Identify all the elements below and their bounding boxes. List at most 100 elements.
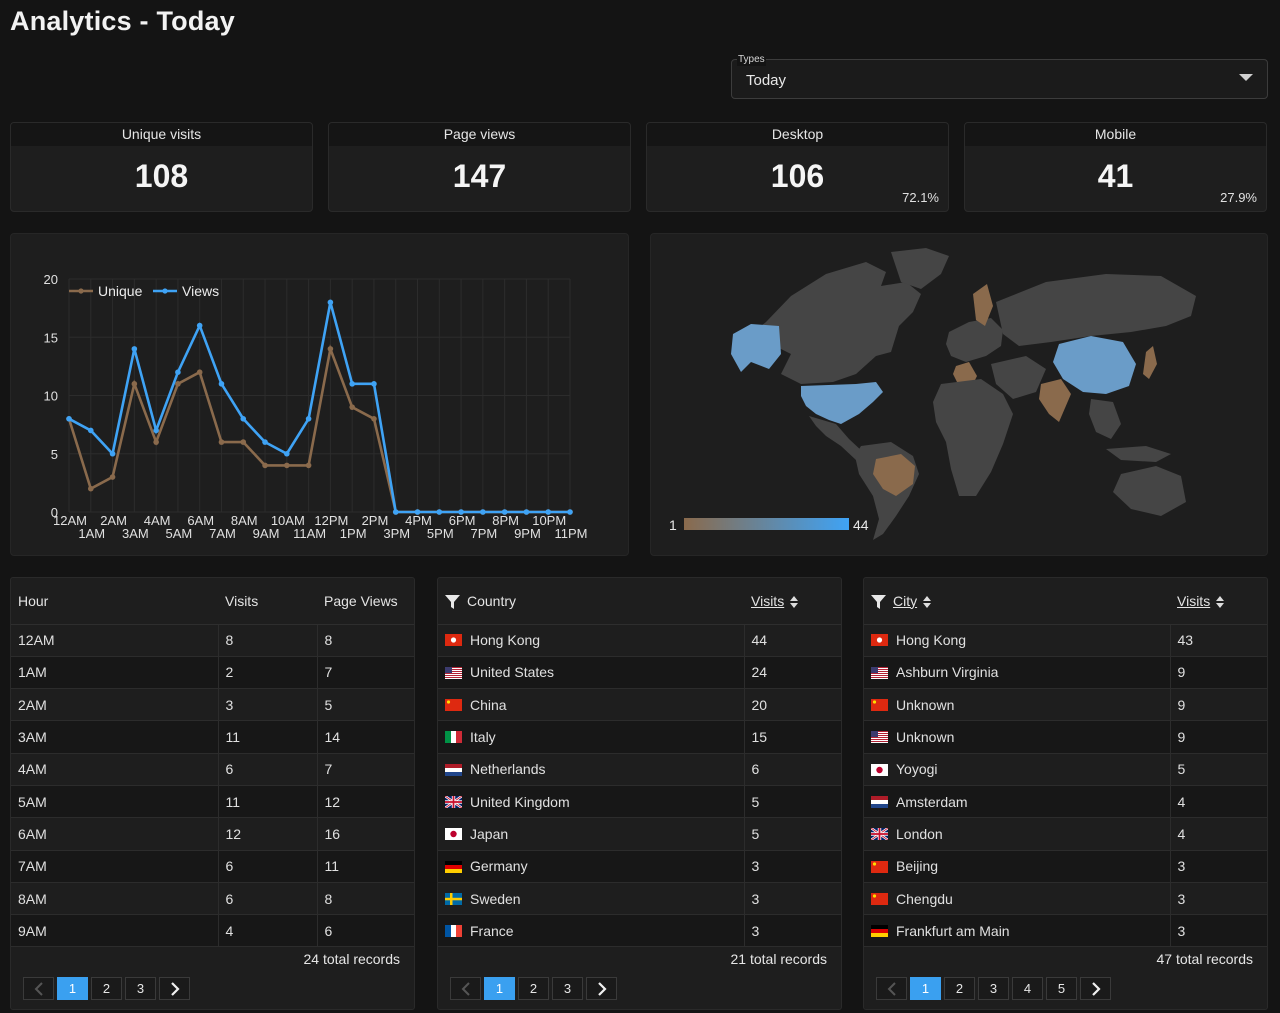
visits-cell: 4 xyxy=(1170,785,1267,819)
hourly-line-chart: 0510152012AM1AM2AM3AM4AM5AM6AM7AM8AM9AM1… xyxy=(44,272,588,541)
data-point-views xyxy=(501,509,508,515)
map-legend-gradient xyxy=(684,518,849,530)
x-tick-label: 6PM xyxy=(449,513,476,528)
page-button-4[interactable]: 4 xyxy=(1012,977,1043,1000)
data-point-unique xyxy=(327,346,334,352)
visits-cell: 3 xyxy=(1170,914,1267,948)
visits-cell: 4 xyxy=(1170,817,1267,851)
stat-card-unique-visits: Unique visits 108 xyxy=(10,122,313,212)
hour-cell: 5AM xyxy=(11,785,219,819)
name-cell: Italy xyxy=(438,720,745,754)
types-select[interactable]: Types Today xyxy=(731,54,1268,99)
data-point-views xyxy=(196,322,203,329)
column-header-hour[interactable]: Hour xyxy=(11,578,218,625)
map-region-japan xyxy=(1143,346,1157,379)
column-header-page-views[interactable]: Page Views xyxy=(317,578,414,625)
stat-value: 147 xyxy=(452,158,507,194)
page-button-1[interactable]: 1 xyxy=(910,977,941,1000)
data-point-views xyxy=(284,450,290,457)
name-label: Sweden xyxy=(470,890,521,907)
legend-marker-views xyxy=(162,288,168,294)
city-sort-link[interactable]: City xyxy=(893,592,918,609)
sort-icon[interactable] xyxy=(923,595,932,608)
x-tick-label: 8AM xyxy=(231,513,258,528)
name-label: Germany xyxy=(470,858,528,875)
next-page-chevron-right-icon[interactable] xyxy=(586,977,617,1000)
hour-cell: 1AM xyxy=(11,656,219,690)
page-views-cell: 12 xyxy=(317,785,414,819)
prev-page-chevron-left-icon[interactable] xyxy=(876,977,907,1000)
data-point-views xyxy=(567,509,573,515)
name-cell: Japan xyxy=(438,817,745,851)
table-row: 12AM 8 8 xyxy=(11,624,414,657)
hour-cell: 3AM xyxy=(11,720,219,754)
it-flag-icon xyxy=(445,731,462,744)
data-point-views xyxy=(240,416,247,422)
series-line-unique xyxy=(67,344,570,514)
visits-cell: 5 xyxy=(744,817,841,851)
table-row: Hong Kong 43 xyxy=(864,624,1267,657)
hour-cell: 2AM xyxy=(11,688,219,722)
column-header-country[interactable]: Country xyxy=(438,578,744,625)
stat-card-page-views: Page views 147 xyxy=(328,122,631,212)
name-cell: Beijing xyxy=(864,850,1171,883)
page-button-2[interactable]: 2 xyxy=(91,977,122,1000)
sort-icon[interactable] xyxy=(790,596,799,609)
data-point-unique xyxy=(175,381,181,387)
page-button-3[interactable]: 3 xyxy=(978,977,1009,1000)
page-views-cell: 8 xyxy=(317,882,414,916)
name-cell: Unknown xyxy=(864,688,1171,722)
x-tick-label: 8PM xyxy=(492,513,519,528)
fr-flag-icon xyxy=(445,925,462,938)
column-header-city[interactable]: City xyxy=(864,578,1170,625)
table-row: 4AM 6 7 xyxy=(11,753,414,786)
next-page-chevron-right-icon[interactable] xyxy=(1080,977,1111,1000)
table-row: 5AM 11 12 xyxy=(11,785,414,819)
name-cell: Hong Kong xyxy=(438,624,745,657)
name-cell: Chengdu xyxy=(864,882,1171,916)
page-button-1[interactable]: 1 xyxy=(484,977,515,1000)
filter-icon[interactable] xyxy=(445,594,460,609)
prev-page-chevron-left-icon[interactable] xyxy=(23,977,54,1000)
table-row: United Kingdom 5 xyxy=(438,785,841,819)
caret-down-icon[interactable] xyxy=(1239,74,1253,81)
column-header-visits[interactable]: Visits xyxy=(1170,578,1267,625)
stat-percent: 72.1% xyxy=(902,190,939,205)
data-point-views xyxy=(371,381,377,387)
data-point-unique xyxy=(284,462,290,469)
visits-cell: 5 xyxy=(1170,753,1267,786)
visits-cell: 44 xyxy=(744,624,841,657)
x-tick-label: 5AM xyxy=(166,526,193,541)
x-tick-label: 3PM xyxy=(383,526,410,541)
page-button-1[interactable]: 1 xyxy=(57,977,88,1000)
next-page-chevron-right-icon[interactable] xyxy=(159,977,190,1000)
x-tick-label: 2PM xyxy=(362,513,389,528)
column-header-visits[interactable]: Visits xyxy=(218,578,317,625)
visits-sort-link[interactable]: Visits xyxy=(1177,592,1211,609)
visits-cell: 15 xyxy=(744,720,841,754)
column-header-visits[interactable]: Visits xyxy=(744,578,841,625)
table-row: Japan 5 xyxy=(438,817,841,851)
page-button-3[interactable]: 3 xyxy=(125,977,156,1000)
prev-page-chevron-left-icon[interactable] xyxy=(450,977,481,1000)
page-button-3[interactable]: 3 xyxy=(552,977,583,1000)
visits-cell: 20 xyxy=(744,688,841,722)
country-header-label: Country xyxy=(467,592,517,609)
name-cell: France xyxy=(438,914,745,948)
sort-icon[interactable] xyxy=(1216,596,1225,609)
page-button-5[interactable]: 5 xyxy=(1046,977,1077,1000)
filter-icon[interactable] xyxy=(871,594,886,609)
table-row: Beijing 3 xyxy=(864,850,1267,883)
page-button-2[interactable]: 2 xyxy=(944,977,975,1000)
name-cell: London xyxy=(864,817,1171,851)
records-count: 47 total records xyxy=(1156,951,1254,968)
x-tick-label: 3AM xyxy=(122,526,149,541)
data-point-unique xyxy=(240,439,247,445)
map-region-scandinavia xyxy=(973,284,993,326)
visits-sort-link[interactable]: Visits xyxy=(751,592,785,609)
visits-cell: 6 xyxy=(218,753,318,786)
visits-cell: 3 xyxy=(744,882,841,916)
cn-flag-icon xyxy=(445,699,462,712)
page-button-2[interactable]: 2 xyxy=(518,977,549,1000)
